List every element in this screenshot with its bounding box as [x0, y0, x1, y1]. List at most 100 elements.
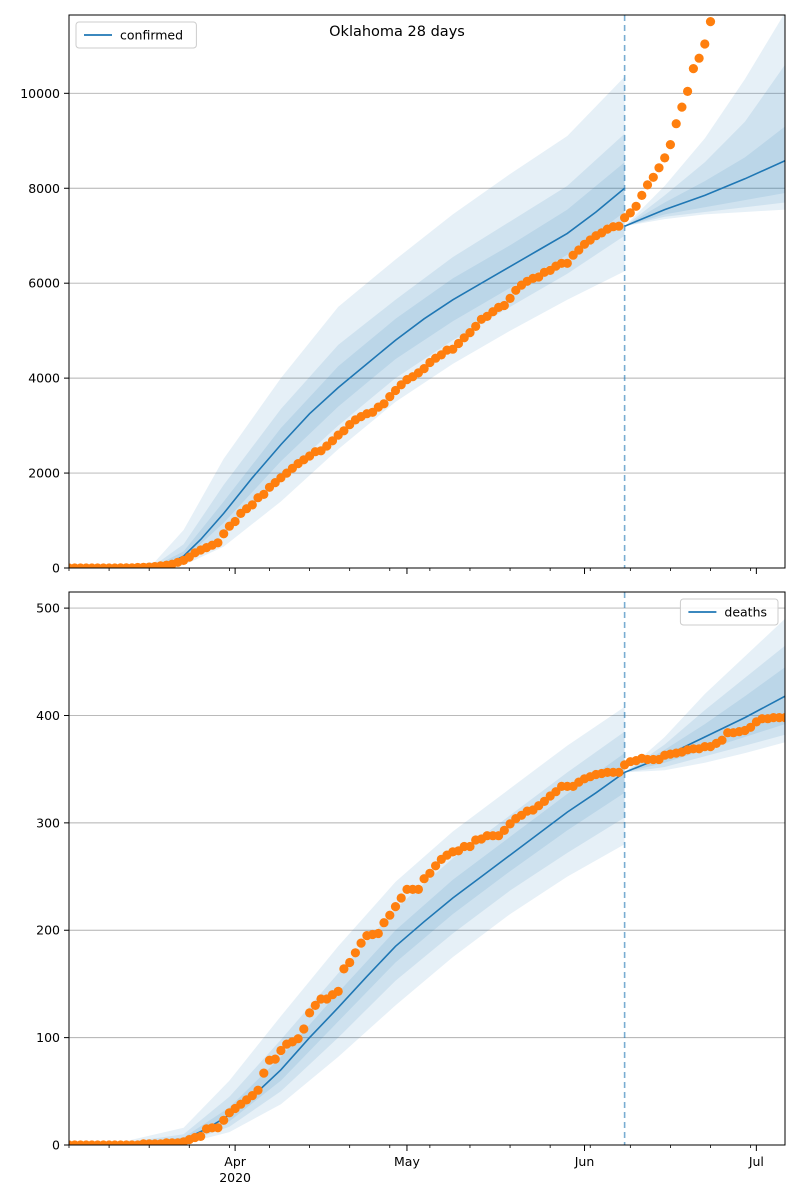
model-credible-band — [109, 706, 625, 1145]
observed-point — [505, 293, 515, 303]
observed-point — [448, 344, 458, 354]
observed-point — [299, 1024, 309, 1034]
confirmed-panel: 0 2000 4000 6000 8000 10000 confirmed — [20, 14, 786, 576]
observed-point — [293, 1034, 303, 1044]
axes-frame — [68, 591, 786, 1146]
x-tick-label: Jul — [748, 1154, 764, 1169]
observed-point — [654, 163, 664, 173]
observed-point — [471, 321, 481, 331]
chart-title: Oklahoma 28 days — [329, 24, 465, 40]
observed-point — [677, 102, 687, 112]
y-tick-label: 300 — [36, 815, 60, 830]
observed-point — [637, 190, 647, 200]
legend-box — [679, 598, 779, 626]
observed-point — [196, 1131, 206, 1141]
observed-point — [465, 841, 475, 852]
observed-point — [247, 500, 257, 510]
observed-point — [499, 300, 509, 311]
observed-point — [259, 489, 269, 499]
observed-point — [230, 516, 240, 527]
observed-point — [350, 948, 360, 958]
observed-point — [431, 861, 441, 871]
y-tick-label: 8000 — [28, 181, 60, 196]
observed-point — [213, 1123, 223, 1133]
y-tick-label: 400 — [36, 708, 60, 723]
x-tick-label: May — [394, 1154, 420, 1169]
observed-point — [688, 64, 699, 74]
y-tick-label: 6000 — [28, 276, 60, 291]
observed-point — [327, 436, 338, 446]
legend-label: deaths — [724, 605, 767, 620]
forecast-credible-band — [624, 15, 785, 227]
observed-point — [213, 538, 223, 548]
observed-point — [574, 245, 584, 255]
observed-point — [453, 338, 464, 349]
observed-point — [419, 364, 429, 374]
x-tick-label: Jun — [574, 1154, 595, 1169]
forecast-credible-band — [624, 64, 785, 227]
y-tick-label: 4000 — [28, 371, 60, 386]
y-tick-label: 10000 — [20, 86, 60, 101]
observed-point — [390, 902, 401, 912]
y-tick-label: 2000 — [28, 466, 60, 481]
legend-box — [75, 21, 197, 49]
observed-point — [746, 722, 756, 732]
y-tick-label: 0 — [52, 1138, 60, 1153]
observed-point — [614, 221, 624, 231]
observed-point — [379, 399, 389, 409]
observed-point — [219, 1115, 229, 1125]
observed-point — [276, 1045, 286, 1056]
plot-area — [69, 592, 785, 1145]
y-tick-label: 500 — [36, 601, 60, 616]
observed-point — [700, 39, 710, 49]
observed-point — [614, 767, 624, 778]
observed-point — [396, 893, 406, 903]
observed-point — [413, 884, 423, 895]
forecast-median-line — [624, 159, 785, 227]
x-tick-label: Apr — [224, 1154, 246, 1169]
y-tick-label: 200 — [36, 923, 60, 938]
observed-point — [705, 17, 716, 27]
observed-point — [385, 392, 395, 402]
observed-point — [642, 180, 653, 190]
observed-point — [671, 119, 681, 129]
observed-point — [305, 1008, 315, 1018]
observed-point — [660, 153, 670, 163]
observed-point — [465, 328, 475, 338]
y-tick-label: 100 — [36, 1030, 60, 1045]
observed-point — [247, 1091, 257, 1101]
observed-point — [373, 928, 383, 939]
observed-point — [780, 713, 785, 723]
observed-point — [379, 918, 389, 928]
observed-point — [333, 986, 343, 997]
observed-point — [625, 208, 635, 218]
observed-point — [499, 825, 509, 836]
observed-point — [345, 957, 355, 968]
observed-point — [683, 86, 693, 96]
model-credible-band — [109, 162, 625, 568]
observed-point — [665, 140, 676, 150]
observed-point — [339, 426, 349, 436]
model-credible-band — [109, 133, 625, 568]
model-credible-band — [109, 76, 625, 568]
y-tick-label: 0 — [52, 561, 60, 576]
x-tick-year-label: 2020 — [219, 1170, 251, 1185]
forecast-credible-band — [624, 645, 785, 773]
observed-point — [631, 201, 641, 211]
observed-point — [694, 53, 704, 63]
observed-point — [539, 796, 550, 807]
forecast-credible-band — [624, 126, 785, 227]
observed-point — [648, 172, 658, 182]
observed-point — [356, 938, 366, 948]
plot-area — [69, 15, 785, 568]
legend-label: confirmed — [120, 28, 183, 43]
model-credible-band — [109, 753, 625, 1145]
observed-point — [425, 868, 435, 878]
observed-point — [253, 1085, 263, 1095]
observed-point — [270, 1054, 280, 1064]
observed-point — [339, 964, 349, 974]
observed-point — [385, 910, 395, 920]
